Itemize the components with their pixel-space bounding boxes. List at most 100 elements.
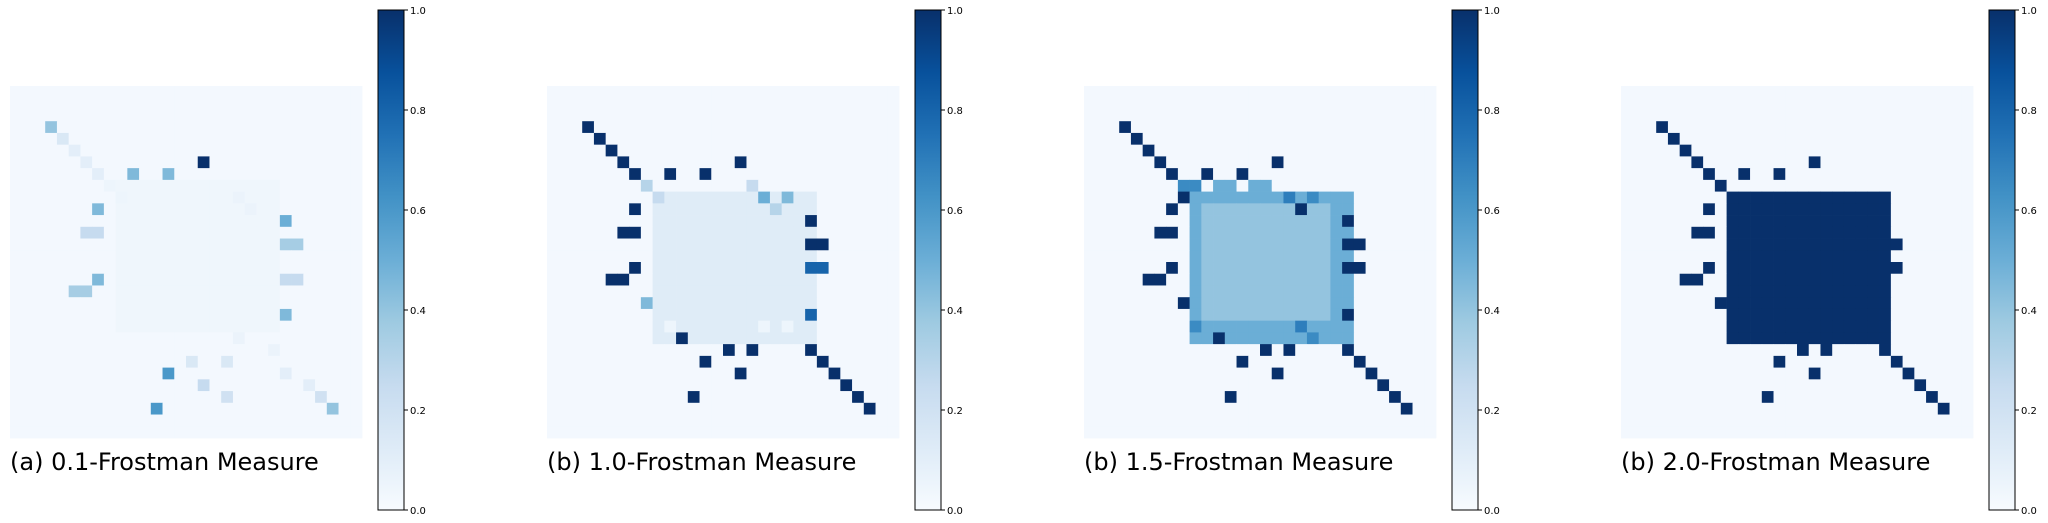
heatmap-cell (150, 320, 163, 333)
heatmap-cell (1761, 168, 1774, 181)
heatmap-cell (21, 168, 34, 181)
heatmap-cell (103, 109, 116, 122)
heatmap-cell (1306, 156, 1320, 169)
heatmap-cell (1084, 121, 1097, 134)
heatmap-cell (209, 215, 222, 228)
colorbar-tick-label: 0.0 (2021, 506, 2037, 517)
heatmap-cell (863, 86, 876, 99)
heatmap-cell (875, 391, 888, 404)
heatmap-cell (664, 426, 677, 439)
heatmap-cell (291, 109, 304, 122)
heatmap-cell (1890, 179, 1903, 192)
heatmap-cell (1855, 86, 1868, 99)
heatmap-cell (80, 226, 93, 239)
heatmap-cell (1095, 97, 1108, 110)
heatmap-cell (291, 226, 304, 239)
heatmap-cell (758, 144, 771, 157)
heatmap-cell (279, 426, 292, 439)
heatmap-cell (1283, 226, 1296, 239)
heatmap-cell (1084, 308, 1097, 322)
heatmap-cell (699, 391, 712, 404)
heatmap-cell (350, 273, 363, 286)
heatmap-cell (1084, 191, 1097, 204)
heatmap-cell (1890, 191, 1903, 204)
heatmap-cell (80, 203, 93, 216)
heatmap-cell (1084, 273, 1097, 286)
heatmap-cell (244, 203, 257, 216)
heatmap-cell (652, 250, 665, 263)
heatmap-cell (1130, 320, 1144, 333)
heatmap-cell (734, 344, 747, 357)
heatmap-cell (1353, 262, 1366, 275)
heatmap-cell (1365, 297, 1378, 310)
heatmap-cell (326, 97, 339, 110)
heatmap-cell (1412, 168, 1425, 181)
heatmap-cell (1306, 132, 1320, 146)
heatmap-cell (103, 414, 116, 427)
heatmap-cell (1412, 320, 1425, 333)
heatmap-cell (1644, 238, 1657, 251)
heatmap-cell (1365, 86, 1378, 99)
heatmap-cell (1667, 273, 1681, 286)
heatmap-cell (68, 203, 81, 216)
heatmap-cell (1271, 215, 1284, 228)
heatmap-cell (139, 97, 152, 110)
heatmap-cell (1236, 273, 1249, 286)
heatmap-cell (1224, 262, 1237, 275)
heatmap-cell (103, 379, 116, 392)
heatmap-cell (781, 344, 794, 357)
heatmap-cell (1377, 226, 1390, 239)
heatmap-cell (1107, 144, 1120, 157)
heatmap-cell (547, 86, 560, 99)
heatmap-cell (1271, 402, 1284, 415)
heatmap-cell (711, 203, 724, 216)
heatmap-cell (1691, 332, 1704, 345)
heatmap-cell (887, 426, 900, 439)
heatmap-cell (1342, 86, 1355, 99)
heatmap-cell (734, 215, 747, 228)
heatmap-cell (1703, 285, 1716, 298)
heatmap-cell (547, 379, 560, 392)
heatmap-cell (1142, 203, 1155, 216)
heatmap-cell (1961, 226, 1974, 239)
heatmap-cell (863, 308, 876, 322)
heatmap-cell (699, 156, 712, 169)
heatmap-cell (1832, 402, 1845, 415)
heatmap-cell (350, 402, 363, 415)
heatmap-cell (115, 355, 128, 368)
heatmap-cell (279, 414, 292, 427)
heatmap-cell (338, 402, 351, 415)
heatmap-cell (1295, 414, 1308, 427)
heatmap-cell (687, 379, 700, 392)
heatmap-cell (558, 238, 571, 251)
heatmap-cell (711, 226, 724, 239)
heatmap-cell (1667, 121, 1681, 134)
heatmap-cell (781, 179, 794, 192)
heatmap-cell (1389, 414, 1402, 427)
heatmap-cell (758, 262, 771, 275)
heatmap-cell (127, 379, 140, 392)
heatmap-cell (723, 379, 736, 392)
heatmap-cell (1691, 132, 1704, 146)
heatmap-cell (676, 97, 689, 110)
heatmap-cell (279, 355, 292, 368)
heatmap-cell (1949, 414, 1962, 427)
heatmap-cell (1726, 344, 1739, 357)
heatmap-cell (605, 426, 618, 439)
heatmap-cell (840, 355, 853, 368)
heatmap-cell (629, 179, 642, 192)
heatmap-cell (1389, 191, 1402, 204)
heatmap-cell (303, 379, 316, 392)
heatmap-cell (244, 367, 257, 380)
heatmap-cell (1342, 191, 1355, 204)
heatmap-cell (221, 168, 234, 181)
heatmap-cell (221, 86, 234, 99)
heatmap-cell (1961, 332, 1974, 345)
heatmap-cell (10, 367, 23, 380)
heatmap-cell (1961, 156, 1974, 169)
heatmap-cell (558, 320, 571, 333)
heatmap-cell (1236, 250, 1249, 263)
heatmap-cell (1832, 297, 1845, 310)
heatmap-cell (1318, 179, 1331, 192)
heatmap-cell (1295, 367, 1308, 380)
